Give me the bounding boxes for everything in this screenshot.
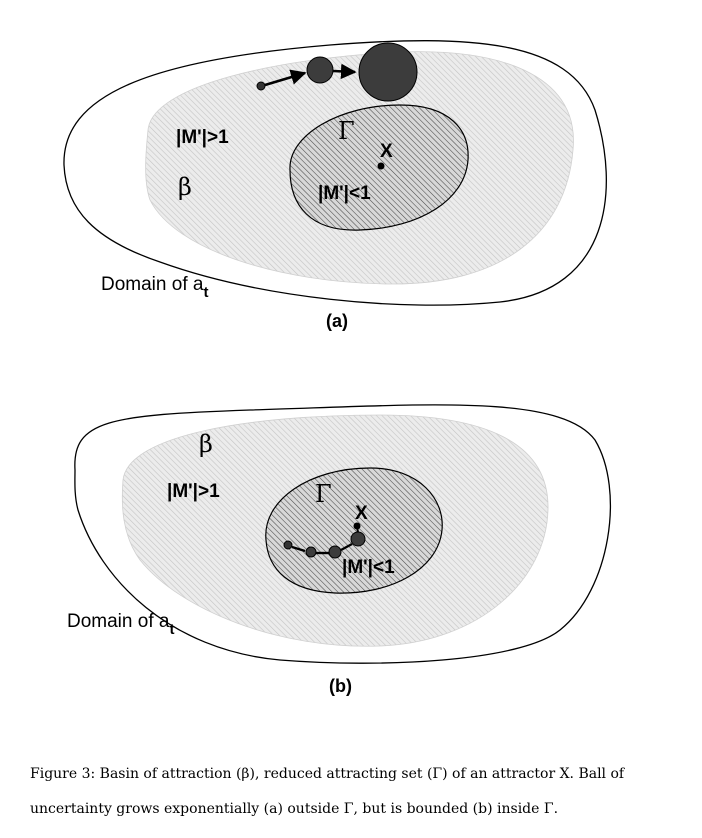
growth-arrow — [264, 69, 307, 87]
domain-label: Domain of at — [101, 274, 208, 301]
attractor-label: X — [380, 141, 393, 162]
domain-label-subscript: t — [203, 284, 208, 301]
uncertainty-ball — [283, 540, 293, 550]
attractor-label: X — [355, 503, 368, 524]
caption-line: uncertainty grows exponentially (a) outs… — [30, 801, 559, 817]
outer-multiplier-label: |M'|>1 — [167, 481, 220, 502]
panel-a-label: (a) — [326, 311, 348, 331]
uncertainty-ball — [305, 546, 317, 558]
inner-multiplier-label: |M'|<1 — [342, 557, 395, 578]
inner-multiplier-label: |M'|<1 — [318, 183, 371, 204]
domain-label: Domain of at — [67, 611, 174, 638]
uncertainty-ball-trajectory — [283, 526, 366, 559]
growth-arrow — [332, 63, 357, 80]
uncertainty-ball — [328, 545, 342, 559]
domain-label-text: Domain of a — [101, 274, 204, 295]
panel-b: X Γ |M'|<1 |M'|>1 β Domain of at (b) — [67, 404, 612, 696]
gamma-label: Γ — [315, 480, 332, 508]
attractor-point — [377, 162, 385, 170]
uncertainty-ball-trajectory — [256, 42, 418, 102]
beta-label: β — [178, 173, 192, 201]
outer-multiplier-label: |M'|>1 — [176, 127, 229, 148]
figure-caption: Figure 3: Basin of attraction (β), reduc… — [30, 757, 680, 827]
figure-diagram: X Γ |M'|<1 |M'|>1 β Domain of at (a) X Γ… — [63, 40, 612, 696]
beta-label: β — [199, 430, 213, 458]
uncertainty-ball — [350, 531, 366, 547]
uncertainty-ball — [306, 56, 334, 84]
uncertainty-ball — [358, 42, 418, 102]
panel-b-label: (b) — [329, 676, 352, 696]
reduced-attracting-set — [265, 467, 443, 594]
panel-a: X Γ |M'|<1 |M'|>1 β Domain of at (a) — [63, 40, 607, 331]
trajectory-arrow — [340, 542, 353, 552]
domain-label-subscript: t — [169, 621, 174, 638]
gamma-label: Γ — [338, 117, 355, 145]
caption-line: Figure 3: Basin of attraction (β), reduc… — [30, 766, 625, 782]
trajectory-arrow — [291, 545, 306, 553]
uncertainty-ball — [256, 81, 266, 91]
attractor-point — [353, 522, 361, 530]
domain-label-text: Domain of a — [67, 611, 170, 632]
